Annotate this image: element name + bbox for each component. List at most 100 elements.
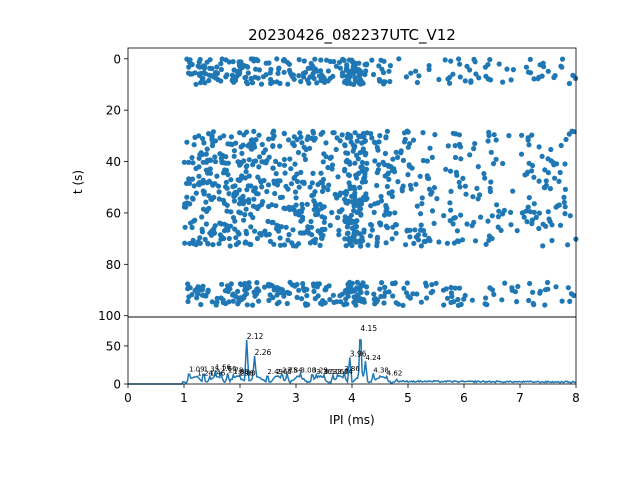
- raster-point: [371, 291, 377, 297]
- raster-point: [451, 240, 457, 246]
- raster-point: [476, 75, 482, 81]
- histogram-x-tick-label: 7: [516, 391, 524, 405]
- raster-point: [376, 76, 382, 83]
- raster-point: [530, 289, 536, 295]
- peak-label: 4.15: [360, 324, 377, 333]
- raster-point: [509, 285, 515, 291]
- raster-point: [220, 297, 226, 303]
- raster-point: [219, 158, 225, 164]
- histogram-x-ticks: 0 1 2 3 4 5 6 7 8: [124, 384, 580, 405]
- raster-point: [220, 152, 226, 158]
- raster-point: [470, 194, 476, 200]
- raster-point: [512, 289, 519, 295]
- raster-point: [232, 77, 239, 83]
- raster-point: [457, 74, 463, 80]
- raster-point: [336, 227, 342, 234]
- raster-point: [256, 132, 262, 138]
- raster-point: [357, 287, 363, 293]
- raster-point: [405, 144, 411, 150]
- raster-point: [468, 79, 474, 85]
- raster-point: [456, 56, 462, 62]
- raster-point: [490, 161, 497, 167]
- raster-point: [552, 175, 558, 181]
- raster-point: [363, 68, 369, 74]
- raster-point: [244, 286, 250, 292]
- raster-point: [383, 202, 389, 209]
- raster-point: [203, 151, 209, 157]
- raster-point: [386, 176, 392, 182]
- raster-point: [231, 148, 237, 154]
- raster-point: [226, 191, 232, 197]
- raster-point: [562, 161, 568, 167]
- raster-point: [235, 229, 241, 235]
- raster-point: [329, 166, 335, 172]
- raster-point: [186, 159, 192, 165]
- raster-point: [284, 289, 290, 295]
- raster-point: [352, 160, 358, 166]
- raster-point: [445, 76, 451, 82]
- raster-point: [186, 201, 192, 207]
- raster-point: [344, 288, 350, 294]
- raster-point: [195, 291, 201, 297]
- raster-point: [296, 287, 302, 293]
- raster-point: [268, 80, 274, 87]
- raster-point: [216, 189, 222, 195]
- raster-point: [431, 220, 437, 226]
- raster-point: [396, 56, 402, 62]
- raster-point: [349, 57, 355, 63]
- raster-point: [345, 215, 351, 221]
- raster-point: [246, 173, 252, 179]
- raster-point: [251, 188, 257, 194]
- histogram-x-tick-label: 3: [292, 391, 300, 405]
- raster-point: [325, 187, 331, 193]
- raster-point: [182, 240, 188, 246]
- raster-point: [206, 193, 212, 199]
- raster-point: [561, 194, 567, 200]
- raster-point: [389, 236, 395, 242]
- raster-point: [353, 239, 359, 245]
- histogram-x-tick-label: 5: [404, 391, 412, 405]
- raster-point: [218, 78, 224, 84]
- raster-point: [304, 286, 310, 293]
- raster-point: [248, 241, 254, 248]
- raster-point: [224, 208, 230, 214]
- raster-point: [381, 212, 388, 218]
- raster-point: [263, 72, 269, 78]
- raster-point: [212, 154, 218, 160]
- raster-point: [354, 209, 360, 215]
- raster-point: [533, 214, 539, 220]
- peak-label: 2.00: [240, 369, 256, 377]
- raster-point: [205, 287, 211, 293]
- raster-point: [195, 181, 201, 187]
- raster-point: [377, 133, 383, 139]
- raster-point: [424, 158, 430, 164]
- raster-point: [346, 283, 352, 289]
- raster-point: [243, 206, 249, 212]
- raster-point: [256, 298, 262, 304]
- raster-point: [387, 63, 393, 69]
- raster-point: [364, 290, 370, 296]
- raster-point: [342, 219, 348, 225]
- raster-point: [301, 152, 307, 158]
- raster-point: [380, 70, 387, 76]
- raster-point: [347, 134, 353, 140]
- histogram-line: [128, 339, 577, 385]
- raster-point: [404, 228, 410, 234]
- raster-point: [529, 221, 535, 227]
- raster-point: [536, 178, 542, 184]
- raster-point: [405, 293, 411, 299]
- raster-point: [344, 189, 350, 196]
- raster-point: [524, 219, 530, 225]
- raster-point: [271, 178, 277, 184]
- raster-point: [555, 203, 561, 209]
- raster-point: [491, 132, 497, 138]
- raster-point: [427, 145, 433, 151]
- raster-point: [306, 80, 312, 86]
- raster-point: [216, 196, 222, 202]
- peak-label: 2.49: [267, 368, 283, 376]
- raster-point: [201, 189, 207, 195]
- raster-point: [230, 59, 236, 65]
- raster-point: [403, 242, 409, 248]
- raster-point: [296, 73, 302, 79]
- raster-point: [382, 150, 388, 157]
